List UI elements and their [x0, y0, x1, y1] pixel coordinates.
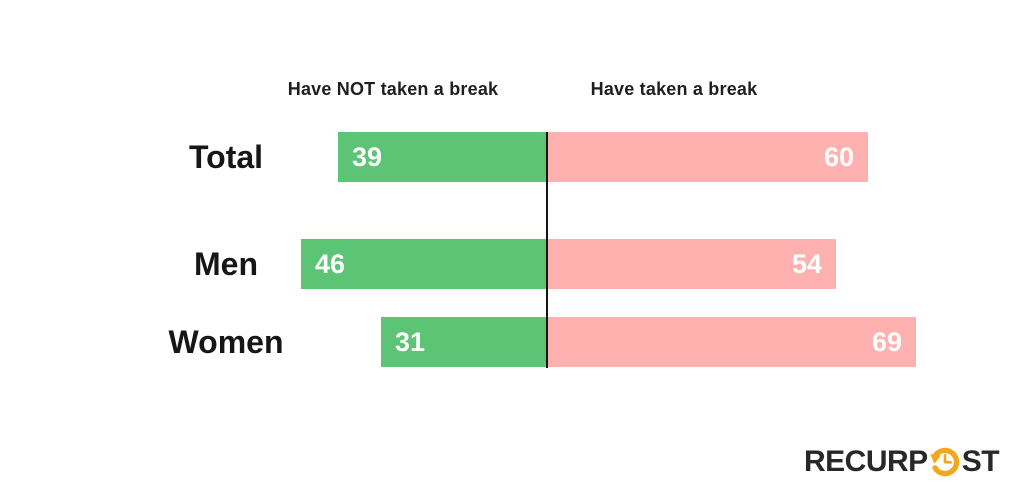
logo-text-st: ST: [961, 445, 1000, 478]
clock-refresh-icon: [930, 447, 959, 477]
logo-text-recurp: RECURP: [804, 445, 928, 478]
bar-taken-total: 60: [548, 132, 868, 182]
category-label-men: Men: [194, 246, 258, 282]
bar-not-taken-women: 31: [381, 317, 546, 367]
legend-have-not-taken-break: Have NOT taken a break: [287, 79, 499, 99]
center-divider-line: [546, 132, 548, 368]
recurpost-logo: RECURP ST: [804, 445, 1000, 479]
bar-taken-men: 54: [548, 239, 836, 289]
bar-taken-women: 69: [548, 317, 916, 367]
legend-have-taken-break: Have taken a break: [590, 79, 758, 99]
bar-not-taken-men: 46: [301, 239, 546, 289]
category-label-women: Women: [168, 324, 284, 360]
category-label-total: Total: [188, 139, 264, 175]
bar-not-taken-total: 39: [338, 132, 546, 182]
